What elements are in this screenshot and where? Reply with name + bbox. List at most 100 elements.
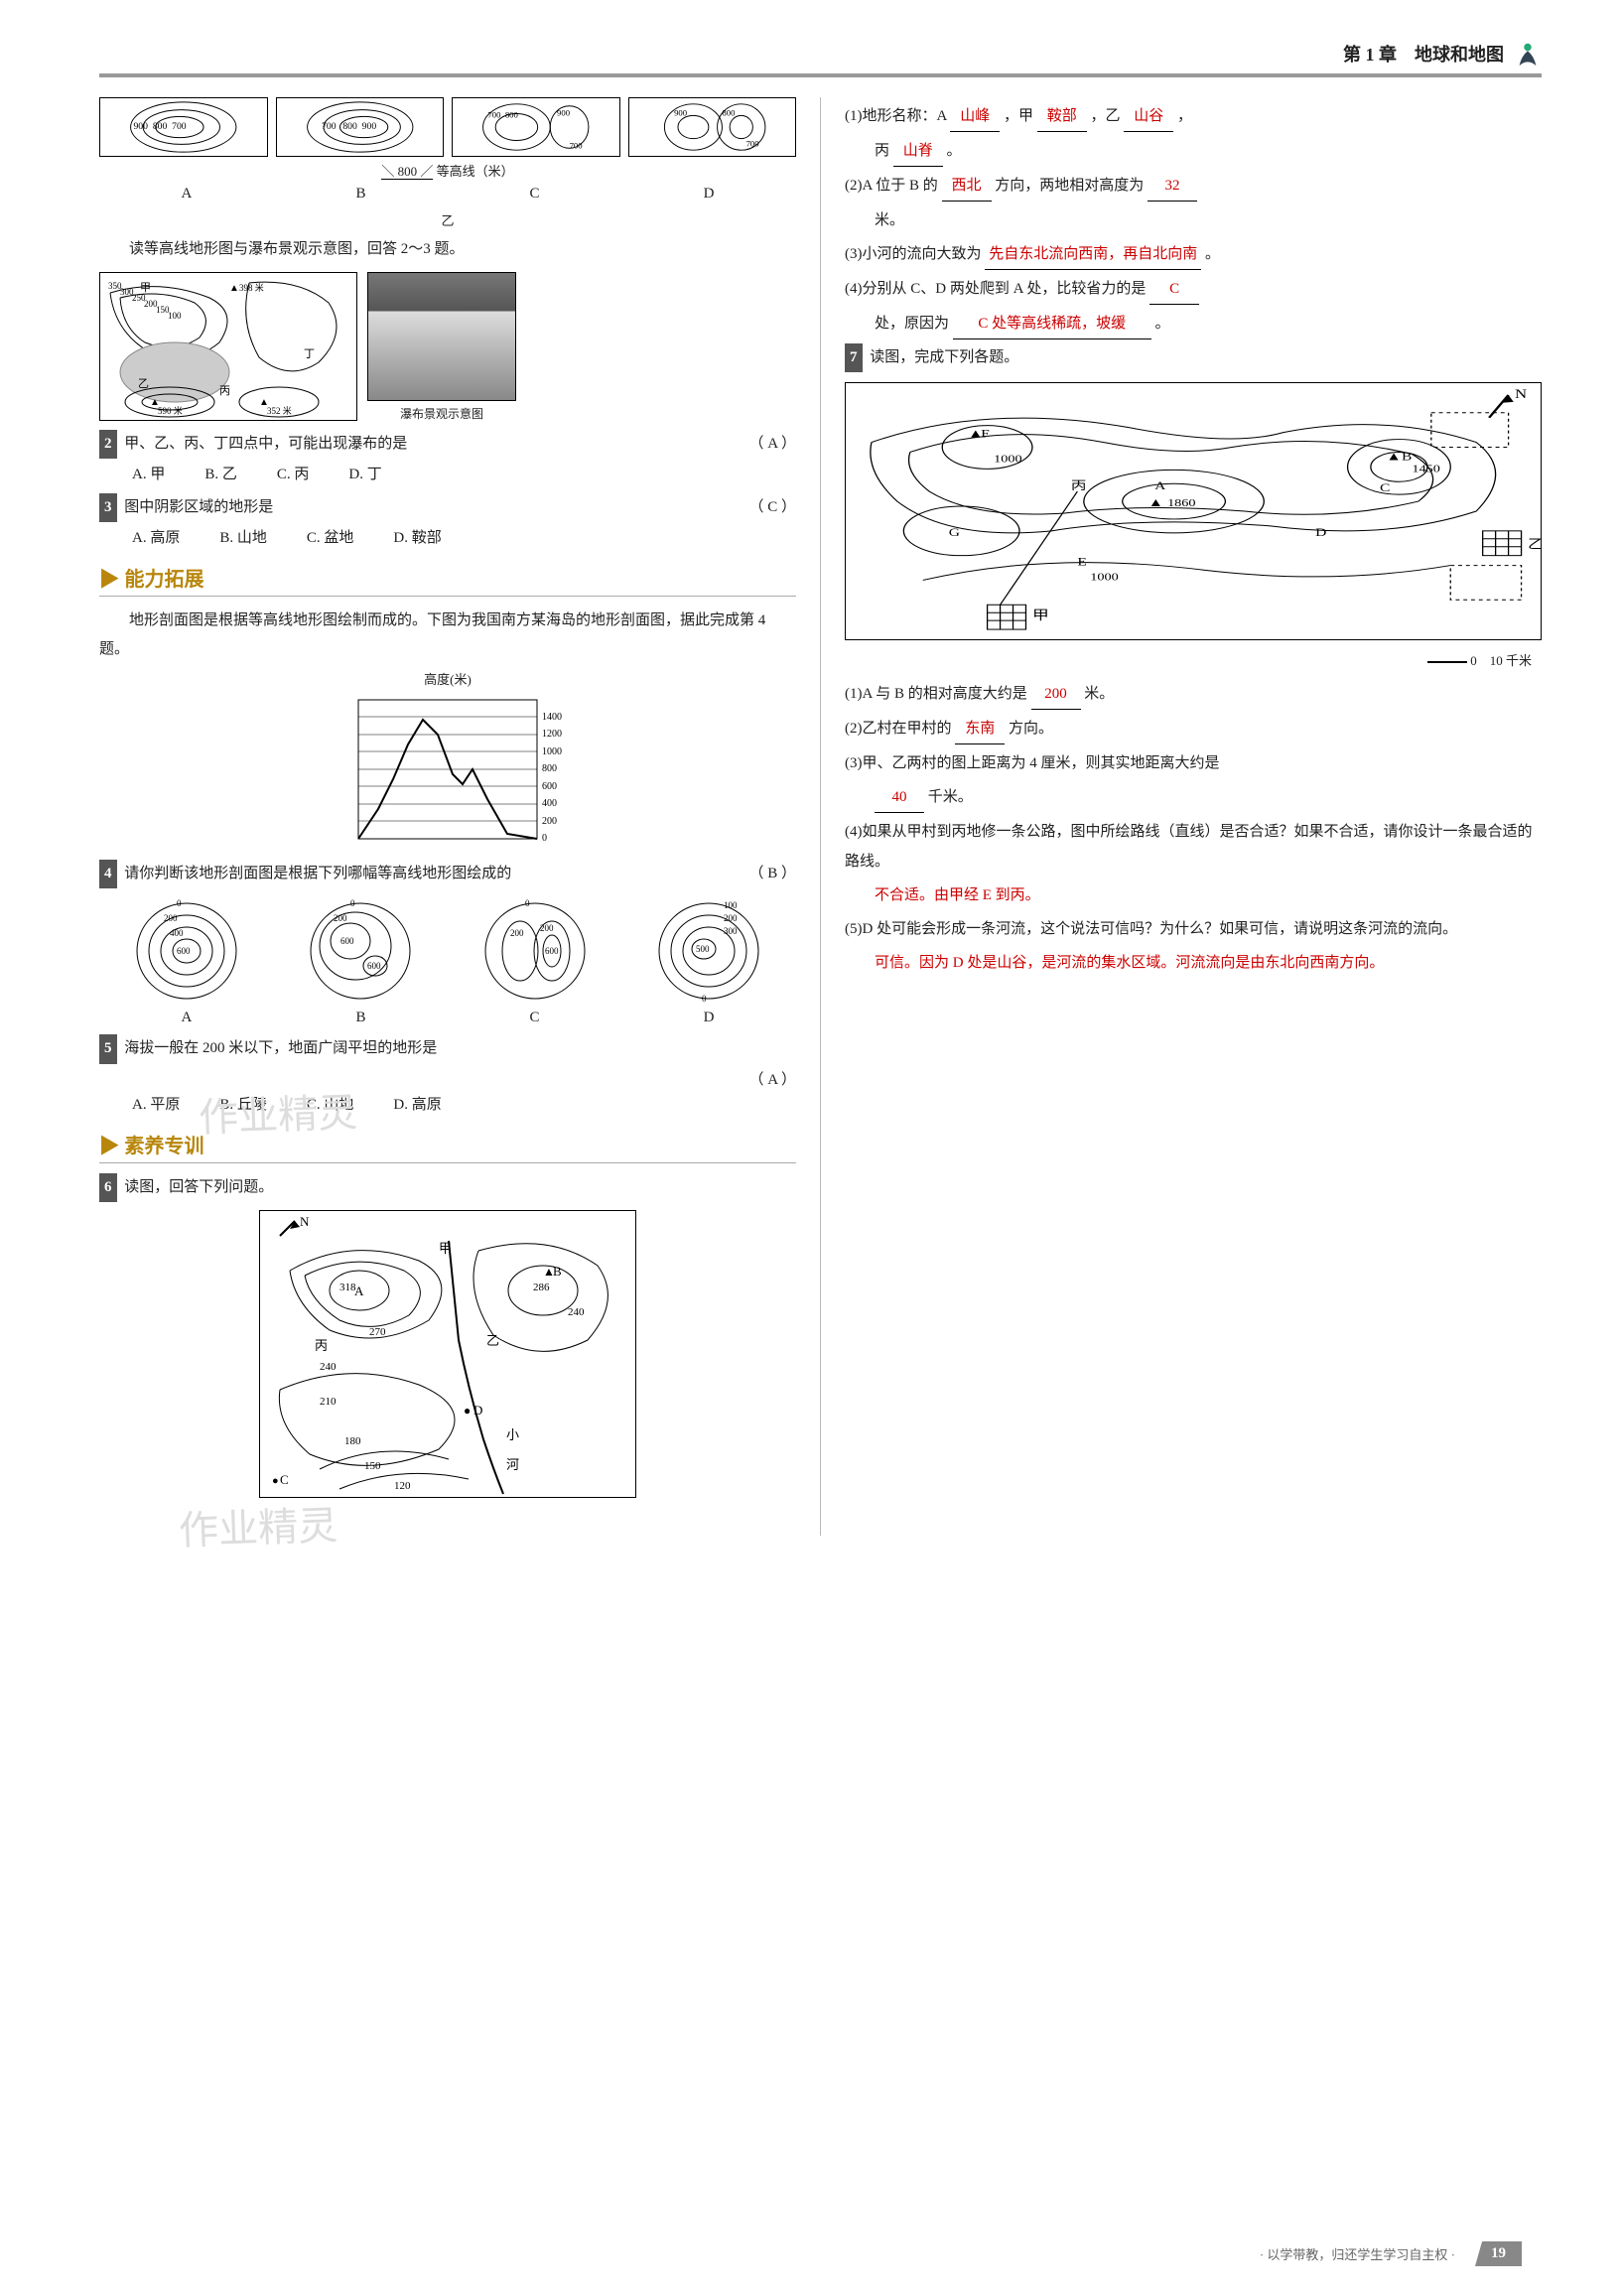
svg-text:▲: ▲ [1386, 450, 1401, 463]
svg-text:700: 700 [745, 138, 759, 148]
svg-text:1000: 1000 [994, 453, 1021, 465]
svg-text:590 米: 590 米 [158, 405, 183, 416]
chapter-title: 第 1 章 地球和地图 [1343, 41, 1504, 67]
svg-text:A: A [354, 1283, 364, 1298]
q7-sub2: (2)乙村在甲村的 东南 方向。 [845, 714, 1542, 744]
svg-text:B: B [553, 1264, 562, 1279]
svg-text:700: 700 [487, 109, 501, 119]
svg-text:0: 0 [542, 833, 547, 844]
svg-text:1000: 1000 [542, 746, 562, 757]
q3-answer: （ C ） [748, 493, 796, 522]
waterfall-wrap: 瀑布景观示意图 [367, 272, 516, 422]
svg-text:800: 800 [342, 121, 357, 132]
svg-text:800: 800 [153, 121, 168, 132]
svg-text:800: 800 [505, 109, 519, 119]
blank: 200 [1031, 679, 1081, 710]
q4-text: 请你判断该地形剖面图是根据下列哪幅等高线地形图绘成的 [124, 866, 511, 881]
svg-text:500: 500 [696, 944, 710, 954]
opt-label: B [355, 186, 365, 203]
svg-text:270: 270 [369, 1326, 386, 1338]
svg-text:D: D [473, 1403, 482, 1418]
svg-text:200: 200 [510, 928, 524, 938]
svg-text:240: 240 [320, 1361, 337, 1373]
contour-map-1: 350 300 250 200 150 100 ▲ 398 米 甲 丁 乙 丙 … [99, 272, 357, 421]
column-divider [820, 97, 821, 1536]
contour-cell-d: 900 800 700 [628, 97, 797, 157]
svg-text:乙: 乙 [1528, 539, 1541, 553]
svg-text:100: 100 [168, 311, 182, 321]
q2-answer: （ A ） [748, 430, 796, 459]
circle-b: 0200600600 [306, 896, 415, 1006]
blank: 40 [875, 782, 924, 813]
svg-text:0: 0 [525, 898, 530, 908]
svg-text:400: 400 [170, 928, 184, 938]
svg-text:河: 河 [506, 1457, 519, 1472]
svg-text:小: 小 [506, 1427, 519, 1442]
section-literacy: ▶ 素养专训 [99, 1130, 796, 1163]
two-column-layout: 900 800 700 700 800 900 [99, 97, 1542, 1536]
svg-text:N: N [1515, 388, 1527, 402]
q6-text: 读图，回答下列问题。 [124, 1179, 273, 1195]
blank: 鞍部 [1037, 101, 1087, 132]
svg-text:900: 900 [361, 121, 376, 132]
svg-text:▲: ▲ [1148, 496, 1163, 509]
q3-opt: C. 盆地 [307, 526, 354, 547]
svg-text:120: 120 [394, 1480, 411, 1492]
svg-text:900: 900 [674, 107, 688, 117]
q6-sub1: (1)地形名称：A 山峰 ，甲 鞍部 ，乙 山谷 ， [845, 101, 1542, 132]
svg-text:200: 200 [164, 913, 178, 923]
svg-text:●: ● [272, 1475, 279, 1487]
svg-text:200: 200 [540, 923, 554, 933]
contour-cell-b: 700 800 900 [276, 97, 445, 157]
svg-text:100: 100 [724, 900, 738, 910]
page-header: 第 1 章 地球和地图 [99, 40, 1542, 77]
svg-text:400: 400 [542, 798, 557, 809]
svg-text:0: 0 [177, 898, 182, 908]
svg-text:200: 200 [724, 913, 738, 923]
svg-text:800: 800 [542, 763, 557, 774]
q5-line: 5 海拔一般在 200 米以下，地面广阔平坦的地形是 [99, 1034, 796, 1063]
svg-text:600: 600 [367, 961, 381, 971]
svg-text:600: 600 [177, 946, 191, 956]
opt-label: D [704, 186, 715, 203]
page-number: 19 [1475, 2241, 1522, 2266]
qnum-7: 7 [845, 343, 863, 372]
svg-text:600: 600 [340, 936, 354, 946]
q3-line: 3 图中阴影区域的地形是 （ C ） [99, 493, 796, 522]
right-column: (1)地形名称：A 山峰 ，甲 鞍部 ，乙 山谷 ， 丙 山脊 。 (2)A 位… [845, 97, 1542, 1536]
contour-options-row: 900 800 700 700 800 900 [99, 97, 796, 157]
svg-text:1860: 1860 [1167, 497, 1195, 509]
contour-option-labels: A B C D [99, 186, 796, 203]
svg-text:700: 700 [570, 140, 584, 150]
contour-cell-a: 900 800 700 [99, 97, 268, 157]
left-column: 900 800 700 700 800 900 [99, 97, 796, 1536]
q5-opt: A. 平原 [132, 1093, 180, 1114]
q6-sub1b: 丙 山脊 。 [845, 136, 1542, 167]
waterfall-image [367, 272, 516, 401]
blank: C [1149, 274, 1199, 305]
q6-map: N 甲 乙 丙 A ▲ B C ● ● D 小 河 318 286 270 24 [259, 1210, 636, 1498]
svg-text:B: B [1402, 450, 1412, 463]
svg-text:乙: 乙 [486, 1333, 499, 1348]
footer-slogan: · 以学带教，归还学生学习自主权 · [1260, 2244, 1455, 2263]
map-waterfall-row: 350 300 250 200 150 100 ▲ 398 米 甲 丁 乙 丙 … [99, 272, 796, 422]
page-footer: · 以学带教，归还学生学习自主权 · 19 [0, 2241, 1621, 2266]
q2-options: A. 甲 B. 乙 C. 丙 D. 丁 [99, 463, 796, 483]
svg-text:700: 700 [172, 121, 187, 132]
q6-line: 6 读图，回答下列问题。 [99, 1173, 796, 1202]
q3-opt: D. 鞍部 [393, 526, 441, 547]
blank: C 处等高线稀疏，坡缓 [953, 309, 1151, 339]
qnum-2: 2 [99, 430, 117, 459]
q3-opt: B. 山地 [219, 526, 267, 547]
contour-legend: ＼ 800 ／ 等高线（米） [99, 161, 796, 180]
svg-text:180: 180 [344, 1435, 361, 1447]
q3-text: 图中阴影区域的地形是 [124, 499, 273, 515]
contour-cell-c: 700 800 900 700 [452, 97, 620, 157]
contour-ext-label: 乙 [99, 210, 796, 229]
svg-text:G: G [949, 526, 960, 539]
blank: 西北 [942, 171, 992, 202]
svg-text:1200: 1200 [542, 729, 562, 740]
svg-text:丙: 丙 [1071, 479, 1087, 492]
svg-text:352 米: 352 米 [267, 405, 292, 416]
qnum-3: 3 [99, 493, 117, 522]
